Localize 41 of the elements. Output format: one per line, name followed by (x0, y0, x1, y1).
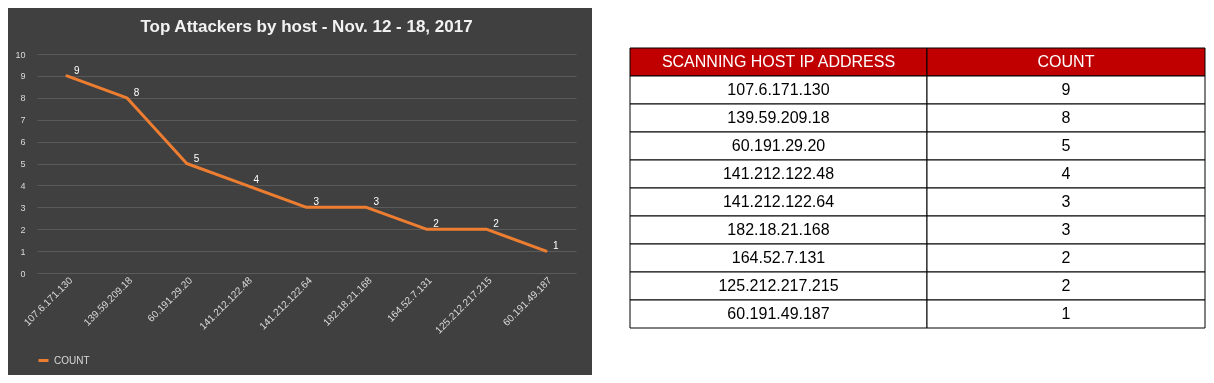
y-tick-label: 6 (20, 137, 26, 148)
y-tick-label: 1 (20, 246, 26, 257)
data-label: 3 (313, 196, 320, 208)
data-label: 5 (1061, 137, 1071, 154)
data-label: 3 (373, 196, 380, 208)
data-label: 9 (1061, 81, 1071, 98)
category-label: 141.212.122.48 (722, 165, 835, 182)
data-label: 2 (433, 218, 440, 230)
data-label: 3 (1061, 221, 1071, 238)
data-label: 2 (1061, 249, 1071, 266)
data-label: 2 (1061, 277, 1071, 294)
category-label: 182.18.21.168 (727, 221, 830, 238)
line-series (65, 74, 548, 253)
y-tick-label: 10 (15, 49, 26, 60)
y-tick-label: 4 (20, 180, 26, 191)
chart-title: Top Attackers by host - Nov. 12 - 18, 2017 (140, 17, 473, 36)
data-label: 2 (493, 218, 500, 230)
y-tick-label: 0 (20, 268, 26, 279)
data-label: 5 (193, 152, 200, 164)
category-label: 141.212.122.64 (722, 193, 835, 210)
category-label: 139.59.209.18 (727, 109, 830, 126)
data-label: 3 (1061, 193, 1071, 210)
legend-label: COUNT (54, 354, 90, 366)
data-label: 8 (1061, 109, 1071, 126)
y-tick-label: 3 (20, 202, 26, 213)
category-label: 107.6.171.130 (727, 81, 830, 98)
data-label: 8 (133, 86, 140, 98)
y-tick-label: 5 (20, 159, 26, 169)
data-label: 1 (1061, 305, 1071, 322)
data-label: 9 (73, 64, 80, 76)
text: COUNT (1037, 53, 1095, 70)
category-label: 164.52.7.131 (731, 249, 826, 266)
y-tick-label: 2 (20, 224, 26, 235)
text: SCANNING HOST IP ADDRESS (661, 53, 896, 70)
y-tick-label: 8 (20, 93, 26, 104)
data-label: 4 (253, 174, 260, 186)
data-label: 1 (553, 240, 560, 252)
data-label: 4 (1061, 165, 1071, 182)
category-label: 60.191.29.20 (731, 137, 826, 154)
y-tick-label: 7 (20, 115, 26, 126)
y-tick-label: 9 (20, 71, 26, 82)
